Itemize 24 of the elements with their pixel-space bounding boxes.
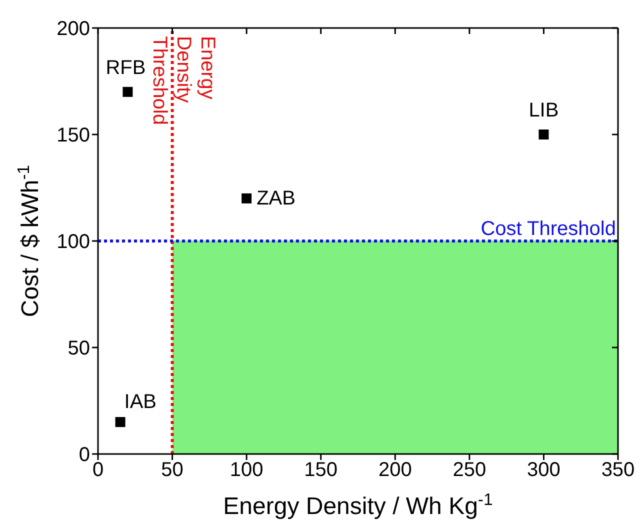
y-tick-label: 50 <box>68 338 90 360</box>
ref-line-label: Energy Density Threshold <box>148 36 218 125</box>
ref-line-label: Cost Threshold <box>480 218 616 240</box>
x-tick-label: 350 <box>601 459 635 482</box>
x-tick-label: 100 <box>230 459 264 482</box>
x-tick-label: 0 <box>92 459 104 482</box>
y-tick-label: 200 <box>56 18 90 40</box>
point <box>242 193 252 204</box>
x-tick-label: 300 <box>527 459 560 482</box>
y-tick-label: 0 <box>78 444 90 466</box>
x-tick-label: 200 <box>378 459 412 482</box>
annotation: ZAB <box>256 187 296 210</box>
y-tick-label: 100 <box>56 231 90 254</box>
annotation: RFB <box>106 56 146 79</box>
annotation: IAB <box>124 391 157 414</box>
point <box>538 130 549 140</box>
y-tick-label: 150 <box>56 124 90 147</box>
x-tick-label: 50 <box>161 459 184 482</box>
x-tick-label: 150 <box>304 459 338 482</box>
point <box>122 86 133 97</box>
point <box>115 417 126 428</box>
x-axis-title: Energy Density / Wh Kg$^{-1}$ <box>223 490 493 520</box>
annotation: LIB <box>528 100 559 122</box>
x-tick-label: 250 <box>452 459 486 482</box>
